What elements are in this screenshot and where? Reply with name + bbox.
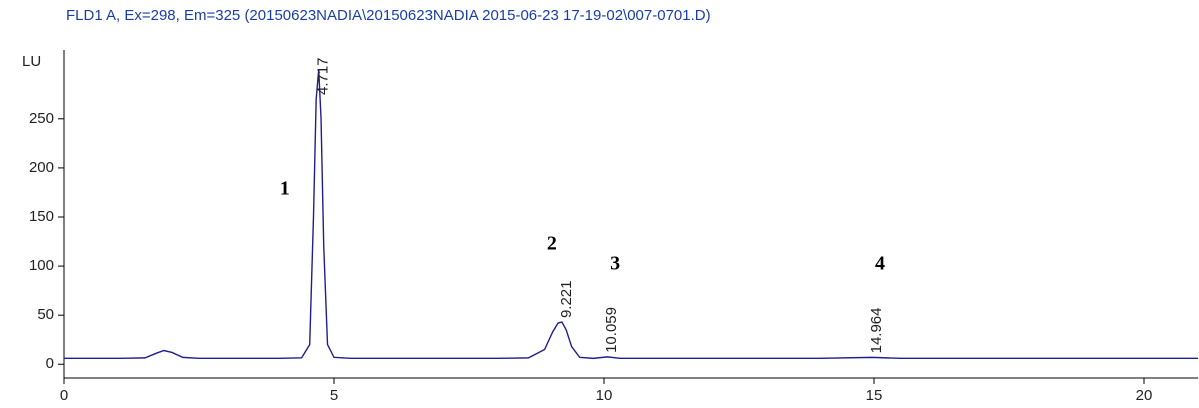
peak-number: 4	[875, 253, 885, 275]
y-tick-label: 150	[29, 208, 54, 225]
y-tick-label: 50	[37, 306, 54, 323]
peak-number: 3	[610, 253, 620, 275]
x-tick-label: 10	[596, 387, 613, 404]
x-tick-label: 15	[866, 387, 883, 404]
y-tick-label: 250	[29, 110, 54, 127]
x-tick-label: 20	[1136, 387, 1153, 404]
peak-label: 10.059	[603, 307, 620, 353]
peak-label: 14.964	[868, 307, 885, 353]
y-axis-label: LU	[22, 53, 41, 70]
peak-label: 9.221	[558, 280, 575, 318]
chart-title: FLD1 A, Ex=298, Em=325 (20150623NADIA\20…	[66, 7, 711, 24]
y-tick-label: 200	[29, 159, 54, 176]
x-tick-label: 5	[330, 387, 338, 404]
trace	[64, 69, 1198, 360]
peak-number: 2	[547, 233, 557, 255]
peak-label: 4.717	[315, 57, 332, 95]
x-tick-label: 0	[60, 387, 68, 404]
y-tick-label: 100	[29, 257, 54, 274]
y-tick-label: 0	[46, 355, 54, 372]
peak-number: 1	[280, 178, 290, 200]
